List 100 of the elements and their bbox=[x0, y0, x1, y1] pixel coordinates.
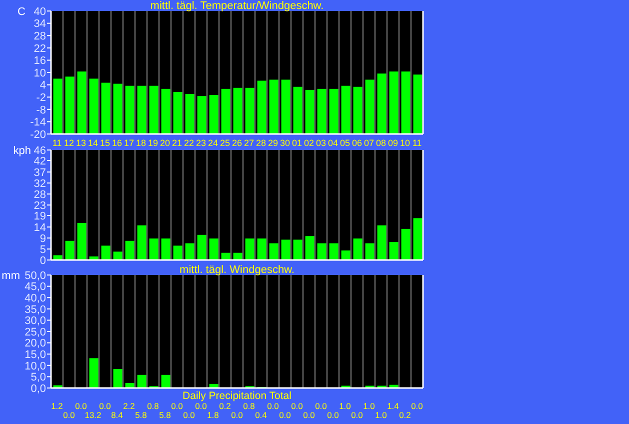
y-tick-label: 10 bbox=[34, 67, 46, 80]
y-tick-label: 16 bbox=[34, 55, 46, 68]
x-tick-label: 20 bbox=[160, 138, 170, 148]
x-tick-label: 07 bbox=[364, 138, 374, 148]
x-tick-label: 24 bbox=[208, 138, 218, 148]
y-tick-label: 46 bbox=[34, 144, 46, 157]
x-tick-label: 10 bbox=[400, 138, 410, 148]
y-tick-label: 5 bbox=[40, 244, 46, 256]
data-label: 0.4 bbox=[255, 410, 268, 420]
data-label: 1.8 bbox=[207, 410, 220, 420]
y-tick-label: 20,0 bbox=[24, 338, 46, 350]
data-label: 0.2 bbox=[399, 410, 412, 420]
x-tick-label: 18 bbox=[136, 138, 146, 148]
y-axis-title: kph bbox=[13, 145, 31, 157]
data-label: 0.0 bbox=[63, 410, 76, 420]
data-label: 1.0 bbox=[363, 401, 376, 411]
y-tick-label: 45,0 bbox=[24, 281, 46, 294]
y-tick-label: 40,0 bbox=[24, 292, 46, 304]
y-tick-label: 35,0 bbox=[24, 304, 46, 316]
x-tick-label: 15 bbox=[100, 138, 110, 148]
data-label: 13.2 bbox=[84, 410, 102, 420]
data-label: 0.0 bbox=[195, 401, 208, 411]
x-tick-label: 11 bbox=[52, 138, 62, 148]
data-label: 0.0 bbox=[327, 410, 340, 420]
data-label: 0.0 bbox=[75, 401, 88, 411]
y-tick-label: 0,0 bbox=[30, 382, 46, 395]
data-label: 0.0 bbox=[303, 410, 316, 420]
x-tick-label: 14 bbox=[88, 138, 98, 148]
x-tick-label: 09 bbox=[388, 138, 398, 148]
x-tick-label: 11 bbox=[412, 138, 422, 148]
y-tick-label: -8 bbox=[36, 104, 46, 116]
x-tick-label: 27 bbox=[244, 138, 254, 148]
y-tick-label: 5,0 bbox=[30, 372, 46, 384]
y-tick-label: 50,0 bbox=[24, 270, 46, 282]
data-label: 1.2 bbox=[51, 401, 64, 411]
x-tick-label: 29 bbox=[268, 138, 278, 148]
x-tick-label: 02 bbox=[304, 138, 314, 148]
x-tick-label: 21 bbox=[172, 138, 182, 148]
x-tick-label: 13 bbox=[76, 138, 86, 148]
y-tick-label: 10,0 bbox=[24, 360, 46, 372]
data-label: 1.4 bbox=[387, 401, 400, 411]
y-tick-label: 9 bbox=[40, 232, 46, 245]
data-label: 1.0 bbox=[375, 410, 388, 420]
y-tick-label: 15,0 bbox=[24, 348, 46, 361]
y-tick-label: -2 bbox=[36, 92, 46, 104]
x-tick-label: 05 bbox=[340, 138, 350, 148]
x-tick-label: 25 bbox=[220, 138, 230, 148]
y-tick-label: -14 bbox=[30, 116, 46, 129]
y-tick-label: 37 bbox=[34, 166, 46, 179]
data-label: 0.0 bbox=[315, 401, 328, 411]
y-tick-label: 23 bbox=[34, 200, 46, 212]
y-tick-label: -20 bbox=[30, 128, 46, 141]
y-tick-label: 40 bbox=[34, 6, 46, 18]
x-tick-label: 08 bbox=[376, 138, 386, 148]
y-tick-label: 14 bbox=[34, 222, 46, 234]
data-label: 0.8 bbox=[243, 401, 256, 411]
data-label: 0.0 bbox=[291, 401, 304, 411]
data-label: 0.8 bbox=[147, 401, 160, 411]
y-axis-title: C bbox=[18, 6, 26, 18]
data-label: 8.4 bbox=[111, 410, 124, 420]
data-label: 0.0 bbox=[183, 410, 196, 420]
y-tick-label: 28 bbox=[34, 188, 46, 201]
x-tick-label: 04 bbox=[328, 138, 338, 148]
data-label: 0.0 bbox=[279, 410, 292, 420]
data-label: 0.0 bbox=[99, 401, 112, 411]
chart-title: mittl. tägl. Windgeschw. bbox=[180, 264, 294, 276]
y-tick-label: 25,0 bbox=[24, 326, 46, 338]
x-tick-label: 16 bbox=[112, 138, 122, 148]
y-tick-label: 22 bbox=[34, 42, 46, 55]
data-label: 5.8 bbox=[135, 410, 148, 420]
x-tick-label: 06 bbox=[352, 138, 362, 148]
chart-title: mittl. tägl. Temperatur/Windgeschw. bbox=[150, 0, 324, 12]
x-tick-label: 19 bbox=[148, 138, 158, 148]
y-tick-label: 4 bbox=[40, 80, 46, 92]
data-label: 0.0 bbox=[171, 401, 184, 411]
data-label: 2.2 bbox=[123, 401, 136, 411]
data-label: 0.0 bbox=[351, 410, 364, 420]
x-tick-label: 01 bbox=[292, 138, 302, 148]
y-tick-label: 28 bbox=[34, 30, 46, 42]
x-tick-label: 23 bbox=[196, 138, 206, 148]
x-tick-label: 30 bbox=[280, 138, 290, 148]
x-tick-label: 03 bbox=[316, 138, 326, 148]
data-label: 0.2 bbox=[219, 401, 232, 411]
y-tick-label: 32 bbox=[34, 178, 46, 190]
x-tick-label: 12 bbox=[64, 138, 74, 148]
data-label: 5.8 bbox=[159, 410, 172, 420]
x-tick-label: 28 bbox=[256, 138, 266, 148]
x-tick-label: 26 bbox=[232, 138, 242, 148]
x-tick-label: 17 bbox=[124, 138, 134, 148]
data-label: 0.0 bbox=[267, 401, 280, 411]
x-tick-label: 22 bbox=[184, 138, 194, 148]
x-axis-title: Daily Precipitation Total bbox=[182, 390, 292, 402]
y-tick-label: 30,0 bbox=[24, 315, 46, 328]
y-tick-label: 34 bbox=[34, 18, 46, 30]
data-label: 1.0 bbox=[339, 401, 352, 411]
data-label: 0.0 bbox=[231, 410, 244, 420]
y-tick-label: 0 bbox=[40, 254, 46, 267]
data-label: 0.0 bbox=[411, 401, 424, 411]
y-tick-label: 42 bbox=[34, 155, 46, 168]
y-tick-label: 19 bbox=[34, 210, 46, 222]
